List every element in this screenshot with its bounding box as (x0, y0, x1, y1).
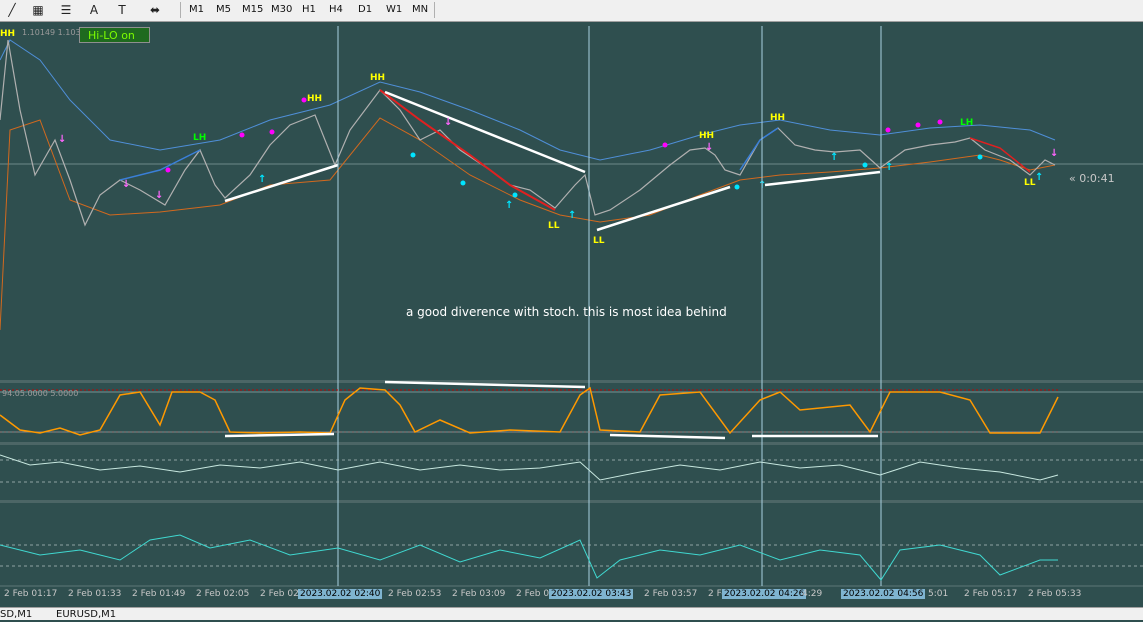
toolbar-separator (434, 2, 435, 18)
upper-band (0, 39, 1056, 161)
time-label: 2 Feb 0 (516, 589, 550, 599)
downtrend-line (379, 89, 556, 211)
time-label: 2 Feb 02 (260, 589, 299, 599)
svg-text:↑: ↑ (568, 210, 576, 221)
swing-label: HH (770, 113, 785, 123)
timeframe-h4-button[interactable]: H4 (329, 4, 343, 15)
time-label: 2 Feb 05:33 (1028, 589, 1082, 599)
lower-band (0, 117, 1056, 331)
chart-tabs: SD,M1 EURUSD,M1 (0, 607, 1143, 620)
uptrend-line (739, 127, 779, 171)
timeframe-h1-button[interactable]: H1 (302, 4, 316, 15)
uptrend-line (119, 149, 201, 181)
tab-eurusd-m1[interactable]: EURUSD,M1 (56, 609, 117, 620)
tab-chart-1[interactable]: SD,M1 (0, 609, 33, 620)
swing-label: LH (193, 133, 206, 143)
time-label: 5:01 (928, 589, 949, 599)
stoch-header: 94.05.0000 5.0000 (2, 389, 79, 398)
swing-label: LL (1024, 178, 1036, 188)
text-label-tool-icon[interactable]: T (118, 3, 126, 17)
chart-annotation[interactable]: a good diverence with stoch. this is mos… (406, 305, 727, 319)
price-series (0, 39, 1056, 227)
chart-toolbar: ╱ ▦ ☰ A T ⬌ M1 M5 M15 M30 H1 H4 D1 W1 MN (0, 0, 1143, 22)
timeframe-m15-button[interactable]: M15 (242, 4, 264, 15)
time-label: 2 Feb 02:53 (388, 589, 442, 599)
stoch-divergence-line[interactable] (384, 380, 586, 389)
hilo-toggle-button[interactable]: Hi-LO on (79, 27, 150, 43)
pane-separator[interactable] (0, 442, 1143, 445)
svg-text:↑: ↑ (258, 174, 266, 185)
price-header: 1.10149 1.1032 (22, 28, 86, 37)
timeframe-w1-button[interactable]: W1 (386, 4, 403, 15)
stoch-divergence-line[interactable] (224, 432, 335, 438)
time-label: 2 Feb 01:33 (68, 589, 122, 599)
time-label: 2 Feb 05:17 (964, 589, 1018, 599)
svg-text:↑: ↑ (830, 152, 838, 163)
time-label: 2 Fe (708, 589, 727, 599)
svg-text:↓: ↓ (155, 190, 163, 201)
pane-separator[interactable] (0, 380, 1143, 383)
swing-label: LL (593, 236, 605, 246)
stoch-divergence-line[interactable] (609, 433, 726, 440)
swing-label: LL (548, 221, 560, 231)
arrows-tool-icon[interactable]: ⬌ (149, 3, 161, 17)
timeframe-m1-button[interactable]: M1 (189, 4, 204, 15)
vline-time-highlight: 2023.02.02 04:56 (841, 589, 926, 599)
indicator-line-2 (0, 534, 1058, 581)
swing-label: HH (370, 73, 385, 83)
fibo-fan-tool-icon[interactable]: ☰ (60, 3, 72, 17)
svg-text:↓: ↓ (705, 142, 713, 153)
downtrend-line (969, 137, 1031, 173)
time-label: 2 Feb 03:09 (452, 589, 506, 599)
timeframe-m30-button[interactable]: M30 (271, 4, 293, 15)
divergence-line[interactable] (764, 170, 881, 187)
indicator-line-1 (0, 454, 1059, 481)
price-chart[interactable]: ↓↓↓ ↓↓↓ ↑↑↑ ↑↑↑↑ HH LH HH HH LL LL HH HH… (0, 22, 1143, 607)
svg-text:↑: ↑ (1035, 172, 1043, 183)
timeframe-d1-button[interactable]: D1 (358, 4, 373, 15)
swing-label: HH (0, 29, 15, 39)
time-label: 2 Feb 03:57 (644, 589, 698, 599)
svg-text:↓: ↓ (58, 134, 66, 145)
stoch-main-line (0, 386, 1059, 436)
time-label: 2 Feb 01:49 (132, 589, 186, 599)
svg-text:↓: ↓ (444, 117, 452, 128)
svg-text:↑: ↑ (505, 200, 513, 211)
vline-time-highlight: 2023.02.02 03:43 (549, 589, 634, 599)
vline-time-highlight: 2023.02.02 02:40 (298, 589, 383, 599)
line-tool-icon[interactable]: ╱ (8, 3, 16, 17)
bar-timer: « 0:0:41 (1069, 172, 1115, 185)
timeframe-mn-button[interactable]: MN (412, 4, 429, 15)
time-label: 4:29 (802, 589, 823, 599)
timeframe-m5-button[interactable]: M5 (216, 4, 231, 15)
pane-separator[interactable] (0, 500, 1143, 503)
svg-text:↓: ↓ (1050, 148, 1058, 159)
divergence-line[interactable] (596, 185, 731, 232)
vline-time-highlight: 2023.02.02 04:26 (722, 589, 807, 599)
swing-label: LH (960, 118, 973, 128)
svg-text:↓: ↓ (122, 179, 130, 190)
signal-dots (165, 97, 983, 198)
toolbar-separator (180, 2, 181, 18)
text-tool-icon[interactable]: A (89, 3, 99, 17)
swing-label: HH (307, 94, 322, 104)
svg-text:↑: ↑ (885, 162, 893, 173)
fibonacci-tool-icon[interactable]: ▦ (32, 3, 44, 17)
time-label: 2 Feb 02:05 (196, 589, 250, 599)
swing-label: HH (699, 131, 714, 141)
time-label: 2 Feb 01:17 (4, 589, 58, 599)
divergence-line[interactable] (224, 163, 339, 203)
divergence-line[interactable] (384, 90, 586, 174)
vertical-lines[interactable] (337, 26, 882, 586)
